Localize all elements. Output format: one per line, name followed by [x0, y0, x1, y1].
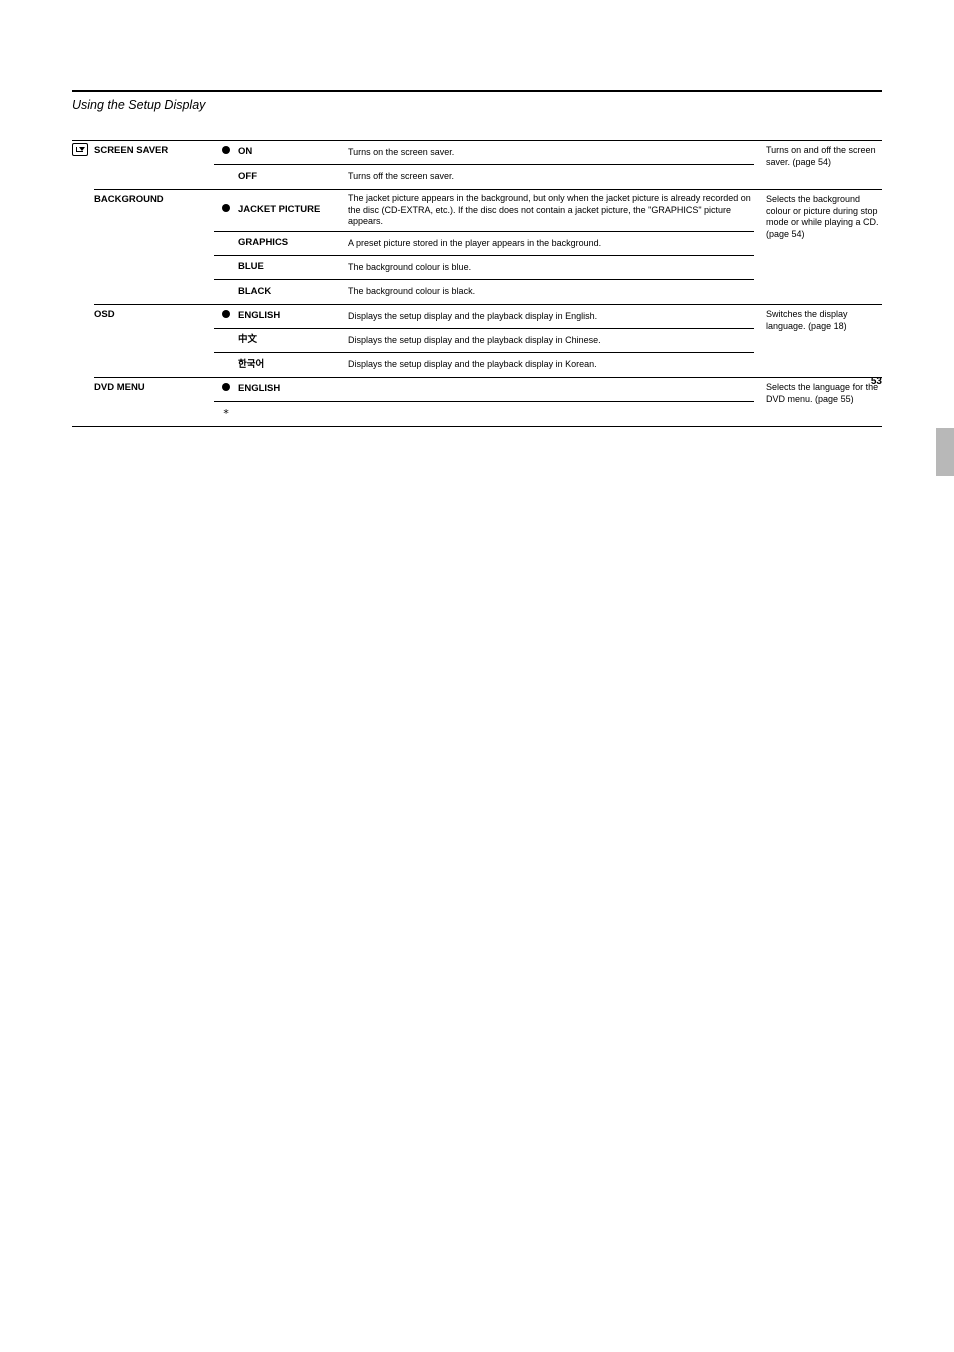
option-name: 한국어	[238, 359, 348, 371]
option-row: ENGLISH	[214, 378, 754, 402]
option-name: GRAPHICS	[238, 237, 348, 249]
option-name: OFF	[238, 171, 348, 183]
option-desc: Displays the setup display and the playb…	[348, 359, 754, 371]
option-row: BLACK The background colour is black.	[214, 280, 754, 304]
menu-icon-col	[72, 305, 94, 307]
desc-text: Selects the background colour or picture…	[766, 194, 879, 227]
menu-label: BACKGROUND	[94, 190, 214, 206]
page-footer: 53	[871, 376, 882, 387]
options-col: ON Turns on the screen saver. OFF Turns …	[214, 141, 762, 189]
option-name: ON	[238, 146, 348, 158]
option-desc: Displays the setup display and the playb…	[348, 335, 754, 347]
option-row: OFF Turns off the screen saver.	[214, 165, 754, 189]
options-col: ENGLISH Displays the setup display and t…	[214, 305, 762, 377]
separator	[72, 426, 882, 427]
option-row: *	[214, 402, 754, 426]
option-name: JACKET PICTURE	[238, 204, 348, 216]
option-desc: The background colour is blue.	[348, 262, 754, 274]
header-rule	[72, 90, 882, 92]
page-number: 53	[871, 376, 882, 387]
option-name: 中文	[238, 334, 348, 346]
option-row: 中文 Displays the setup display and the pl…	[214, 329, 754, 353]
desc-page: (page 54)	[766, 229, 805, 239]
option-row: 한국어 Displays the setup display and the p…	[214, 353, 754, 377]
page-title: Using the Setup Display	[72, 98, 882, 112]
option-name: ENGLISH	[238, 310, 348, 322]
setup-icon	[72, 143, 88, 156]
desc-page: (page 18)	[808, 321, 847, 331]
options-col: ENGLISH *	[214, 378, 762, 426]
default-marker	[214, 204, 238, 216]
row-desc: Turns on and off the screen saver. (page…	[762, 141, 882, 168]
row-desc: Switches the display language. (page 18)	[762, 305, 882, 332]
menu-row: SCREEN SAVER ON Turns on the screen save…	[72, 141, 882, 189]
option-name: BLACK	[238, 286, 348, 298]
option-desc: The background colour is black.	[348, 286, 754, 298]
menu-label: SCREEN SAVER	[94, 141, 214, 157]
row-desc: Selects the language for the DVD menu. (…	[762, 378, 882, 405]
default-marker	[214, 146, 238, 158]
asterisk-marker: *	[214, 407, 238, 421]
menu-label: OSD	[94, 305, 214, 321]
menu-icon-col	[72, 190, 94, 192]
option-desc: Turns on the screen saver.	[348, 147, 754, 159]
desc-page: (page 55)	[815, 394, 854, 404]
option-row: ENGLISH Displays the setup display and t…	[214, 305, 754, 329]
page-container: Using the Setup Display SCREEN SAVER ON …	[0, 0, 954, 427]
option-name: ENGLISH	[238, 383, 348, 395]
default-marker	[214, 383, 238, 395]
option-desc: Displays the setup display and the playb…	[348, 311, 754, 323]
option-name: BLUE	[238, 261, 348, 273]
option-row: BLUE The background colour is blue.	[214, 256, 754, 280]
option-desc: Turns off the screen saver.	[348, 171, 754, 183]
options-col: JACKET PICTURE The jacket picture appear…	[214, 190, 762, 304]
menu-label: DVD MENU	[94, 378, 214, 394]
option-desc: A preset picture stored in the player ap…	[348, 238, 754, 250]
desc-page: (page 54)	[793, 157, 832, 167]
sidebar-tab	[936, 428, 954, 476]
menu-icon-col	[72, 141, 94, 156]
default-marker	[214, 310, 238, 322]
option-desc: The jacket picture appears in the backgr…	[348, 193, 754, 228]
menu-row: BACKGROUND JACKET PICTURE The jacket pic…	[72, 190, 882, 304]
option-row: GRAPHICS A preset picture stored in the …	[214, 232, 754, 256]
option-row: JACKET PICTURE The jacket picture appear…	[214, 190, 754, 232]
row-desc: Selects the background colour or picture…	[762, 190, 882, 241]
menu-row: DVD MENU ENGLISH * Selects the language …	[72, 378, 882, 426]
menu-icon-col	[72, 378, 94, 380]
option-row: ON Turns on the screen saver.	[214, 141, 754, 165]
menu-row: OSD ENGLISH Displays the setup display a…	[72, 305, 882, 377]
